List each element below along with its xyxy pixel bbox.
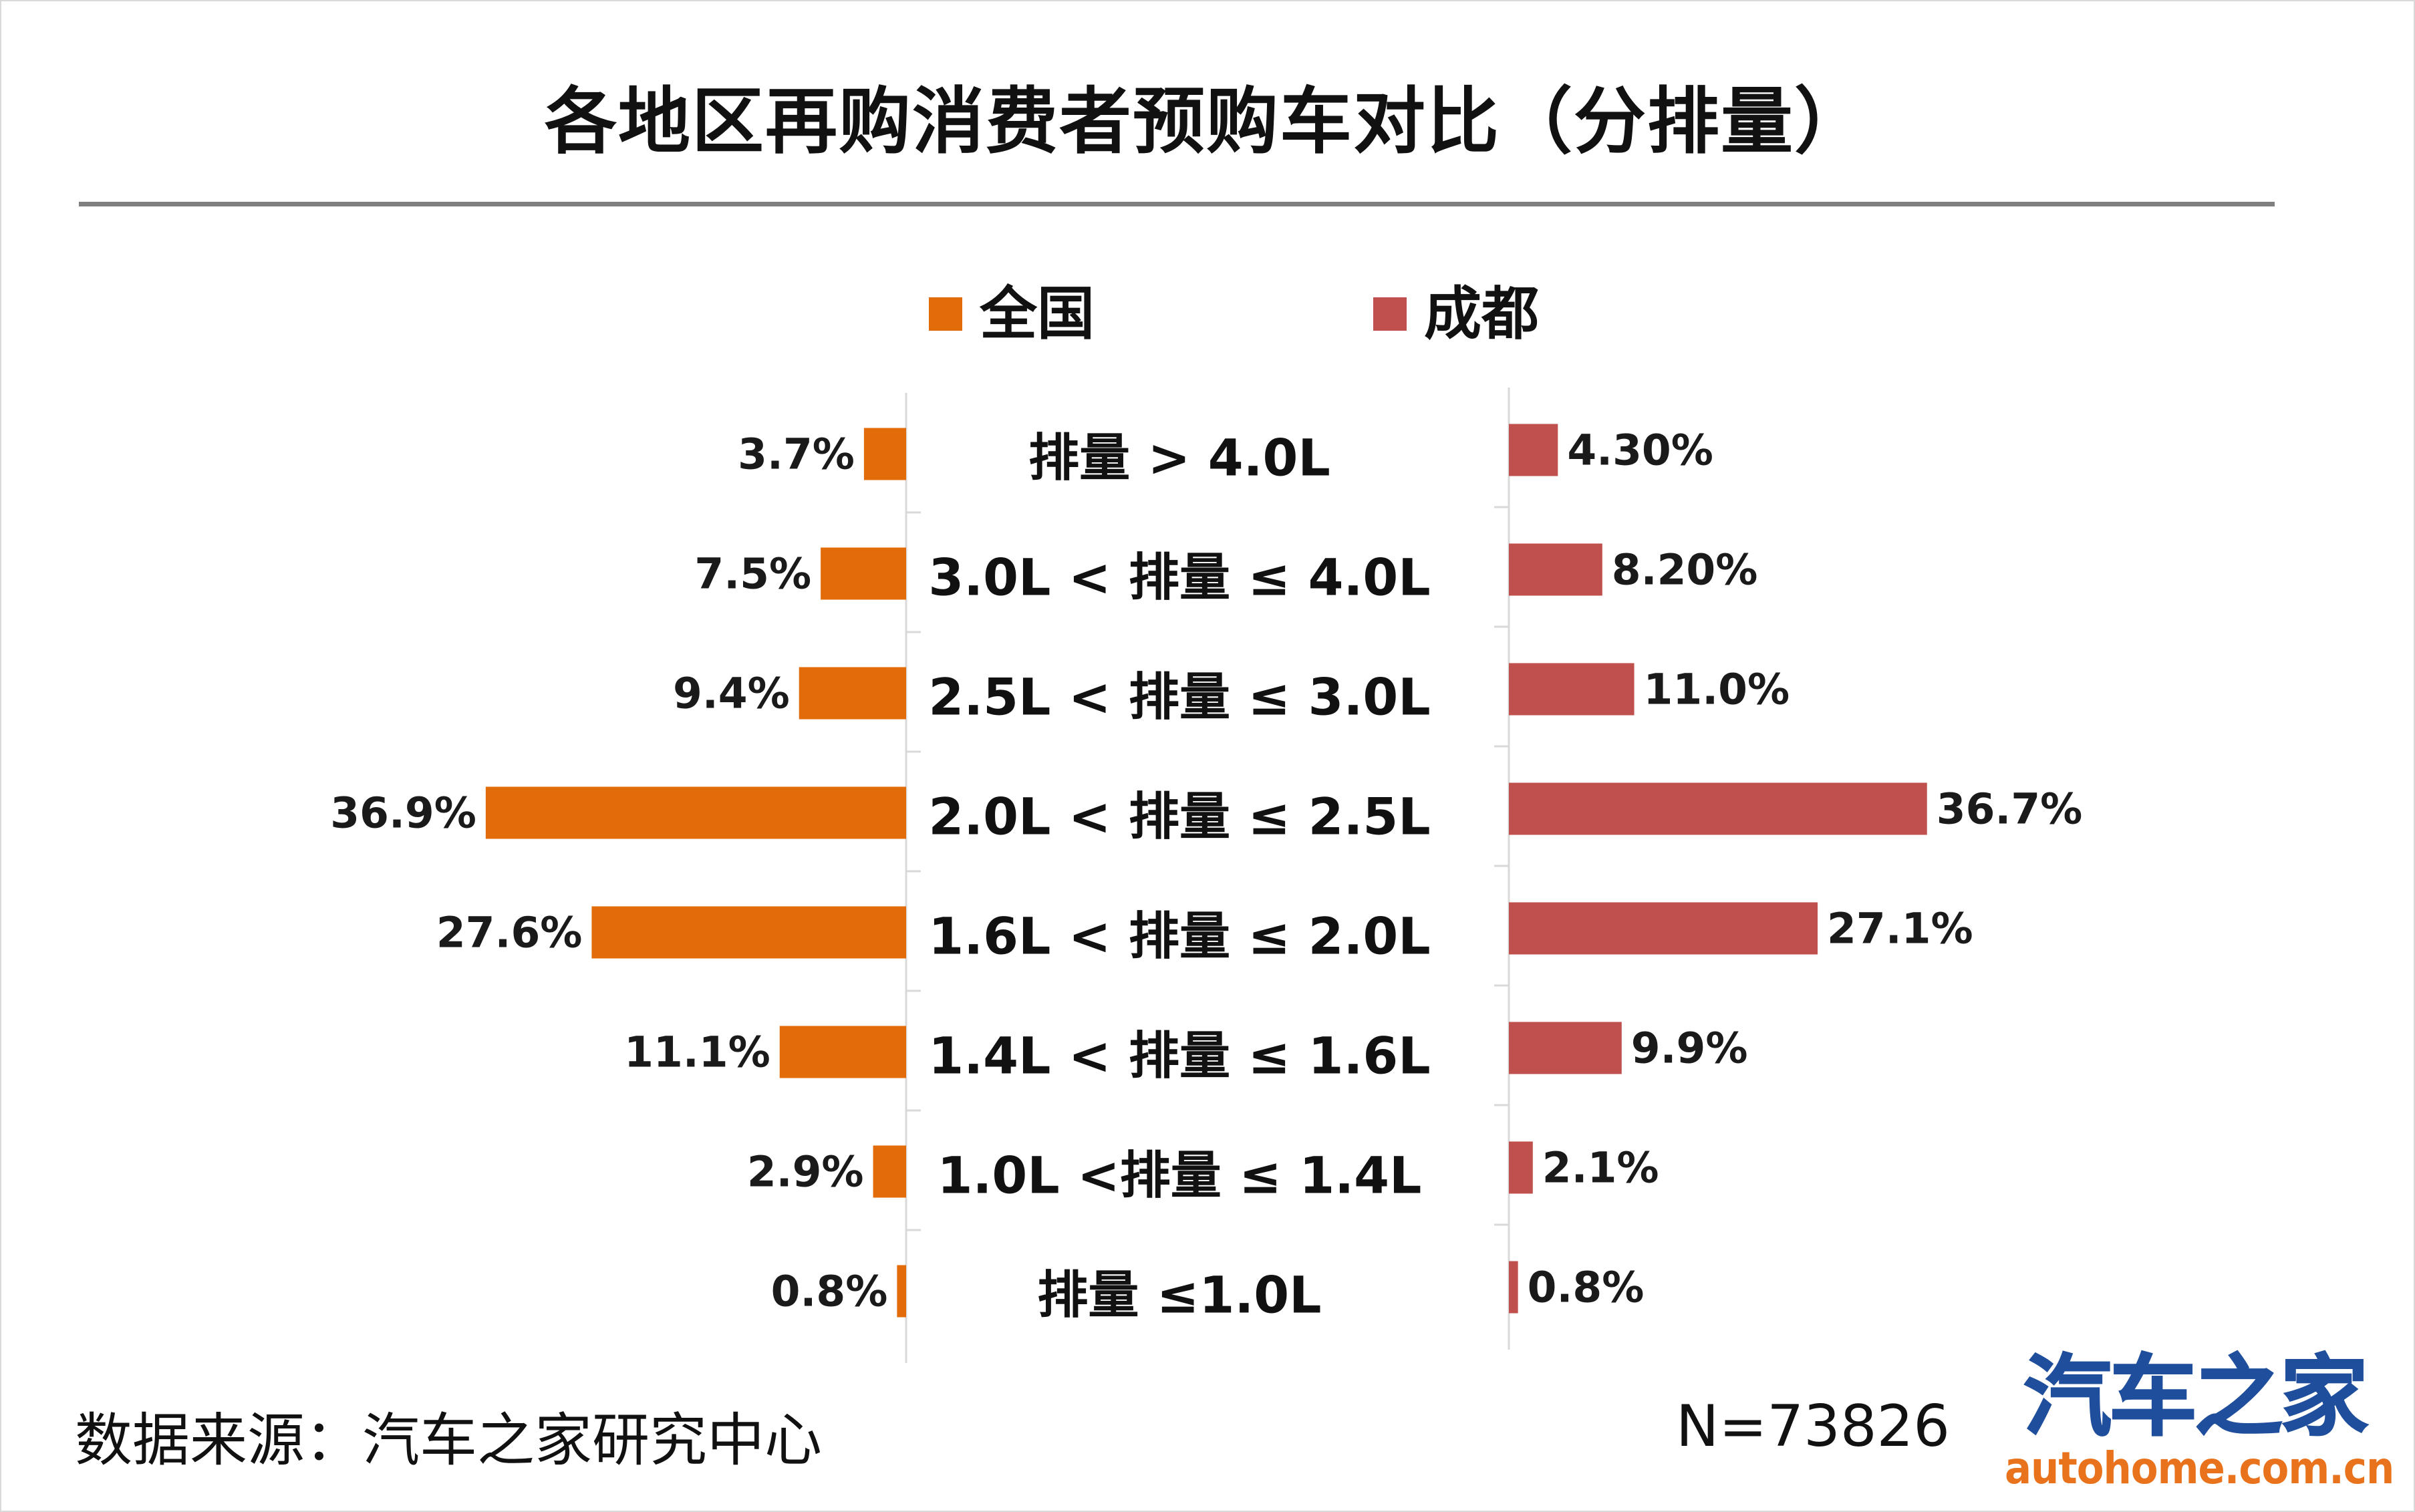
bar-national-1 (821, 547, 906, 600)
category-label-0: 排量 > 4.0L (1028, 428, 1330, 488)
chart-title: 各地区再购消费者预购车对比（分排量） (544, 80, 1868, 164)
value-label-national-1: 7.5% (694, 550, 811, 599)
legend-item-national: 全国 (929, 277, 1095, 351)
legend-label-chengdu: 成都 (1424, 281, 1539, 347)
bar-chengdu-7 (1509, 1261, 1518, 1314)
autohome-logo: 汽车之家 autohome.com.cn (2005, 1346, 2394, 1494)
category-label-5: 1.4L < 排量 ≤ 1.6L (928, 1026, 1430, 1086)
title-divider (79, 202, 2275, 206)
category-label-7: 排量 ≤1.0L (1037, 1265, 1321, 1325)
bar-chengdu-4 (1509, 902, 1818, 955)
legend-swatch-chengdu (1373, 297, 1407, 331)
chart-bars (485, 424, 1927, 1318)
logo-name: 汽车之家 (2023, 1346, 2369, 1449)
bar-national-6 (873, 1145, 906, 1198)
category-label-3: 2.0L < 排量 ≤ 2.5L (928, 787, 1430, 847)
value-label-national-4: 27.6% (436, 909, 583, 957)
bar-national-2 (799, 667, 906, 720)
bar-national-5 (779, 1026, 906, 1078)
category-label-2: 2.5L < 排量 ≤ 3.0L (928, 667, 1430, 727)
legend-label-national: 全国 (980, 281, 1095, 347)
legend-swatch-national (929, 297, 962, 331)
bar-national-3 (485, 786, 906, 839)
value-label-chengdu-3: 36.7% (1937, 785, 2083, 834)
value-label-chengdu-4: 27.1% (1827, 905, 1973, 953)
bar-chengdu-0 (1509, 424, 1558, 476)
chart-labels: 3.7% 4.30% 排量 > 4.0L 7.5% 8.20% 3.0L < 排量 ≤ 4… (330, 426, 2082, 1325)
bar-chengdu-5 (1509, 1022, 1622, 1074)
value-label-chengdu-1: 8.20% (1612, 546, 1758, 595)
value-label-chengdu-6: 2.1% (1542, 1144, 1659, 1193)
category-label-6: 1.0L <排量 ≤ 1.4L (938, 1146, 1422, 1205)
data-source-note: 数据来源：汽车之家研究中心 (75, 1407, 822, 1474)
value-label-chengdu-5: 9.9% (1631, 1024, 1748, 1073)
value-label-chengdu-2: 11.0% (1644, 665, 1790, 714)
value-label-national-3: 36.9% (330, 789, 476, 838)
bar-national-4 (591, 906, 906, 959)
bar-chengdu-1 (1509, 543, 1602, 596)
bar-chengdu-3 (1509, 782, 1927, 835)
value-label-national-6: 2.9% (747, 1148, 864, 1197)
legend-item-chengdu: 成都 (1373, 277, 1539, 351)
chart-axes (905, 388, 1510, 1363)
bar-chengdu-6 (1509, 1141, 1533, 1194)
value-label-national-2: 9.4% (673, 669, 790, 718)
category-label-1: 3.0L < 排量 ≤ 4.0L (928, 548, 1430, 607)
value-label-chengdu-0: 4.30% (1567, 426, 1713, 475)
bar-national-7 (897, 1265, 906, 1318)
value-label-national-5: 11.1% (624, 1028, 770, 1077)
category-label-4: 1.6L < 排量 ≤ 2.0L (928, 907, 1430, 966)
value-label-chengdu-7: 0.8% (1528, 1263, 1645, 1312)
sample-size: N=73826 (1676, 1393, 1950, 1460)
logo-url: autohome.com.cn (2005, 1443, 2394, 1494)
value-label-national-0: 3.7% (738, 430, 855, 479)
value-label-national-7: 0.8% (771, 1267, 888, 1316)
bar-national-0 (863, 428, 906, 480)
bar-chengdu-2 (1509, 663, 1635, 716)
